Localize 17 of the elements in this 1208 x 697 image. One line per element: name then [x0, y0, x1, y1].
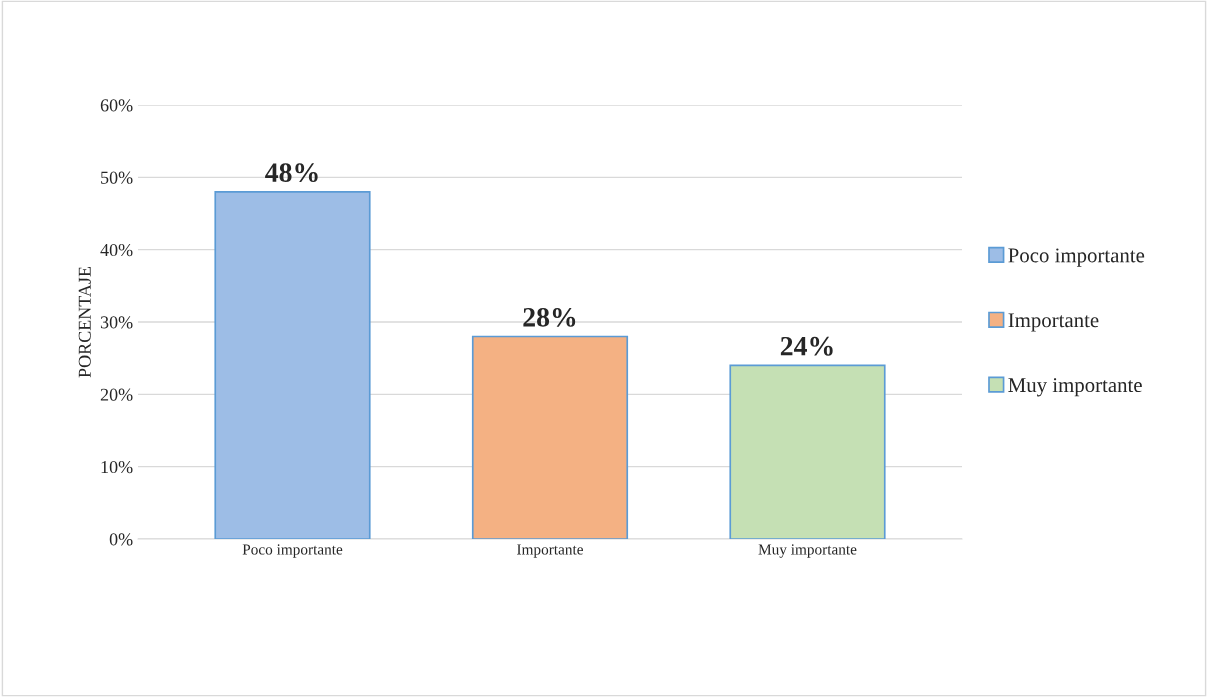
data-label: 28% — [523, 307, 576, 327]
y-tick-label: 40% — [100, 243, 133, 257]
x-tick-label: Importante — [517, 544, 583, 558]
x-tick-label: Muy importante — [758, 544, 857, 558]
y-axis-title: PORCENTAJE — [78, 266, 91, 378]
y-tick-label: 60% — [100, 99, 133, 112]
y-tick-label: 0% — [109, 533, 133, 546]
y-tick-label: 30% — [100, 316, 133, 329]
x-tick-label: Poco importante — [242, 544, 343, 558]
legend-label: Muy importante — [1008, 378, 1142, 397]
data-label: 48% — [265, 163, 318, 183]
legend-label: Poco importante — [1008, 248, 1145, 267]
legend-label: Importante — [1008, 313, 1099, 332]
y-tick-label: 10% — [101, 460, 133, 474]
data-label: 24% — [780, 336, 833, 356]
y-tick-label: 50% — [101, 171, 133, 184]
y-tick-label: 20% — [100, 388, 133, 401]
